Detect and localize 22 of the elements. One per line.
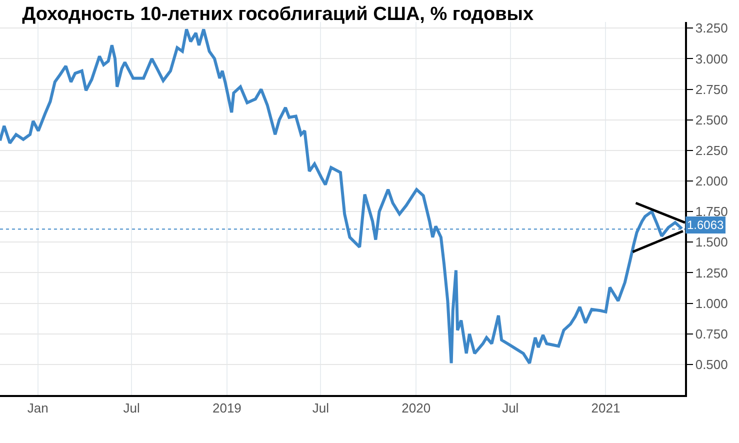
y-tick-label: 1.250 xyxy=(695,265,728,280)
line-series xyxy=(0,28,684,365)
y-tick-label: 3.000 xyxy=(695,51,728,66)
x-tick-label: 2019 xyxy=(212,400,242,416)
y-tick-label: 2.750 xyxy=(695,82,728,97)
chart-title: Доходность 10-летних гособлигаций США, % годовых xyxy=(22,4,534,25)
y-tick-label: 2.250 xyxy=(695,142,728,158)
x-tick-label: 2020 xyxy=(402,400,431,416)
y-tick-label: 1.500 xyxy=(695,234,728,250)
ref-line-label: 1.6063 xyxy=(687,218,724,232)
x-tick-label: Jul xyxy=(312,400,330,416)
y-tick-label: 1.750 xyxy=(695,204,728,220)
y-tick-label: 0.750 xyxy=(695,326,728,342)
y-tick-label: 0.500 xyxy=(695,356,728,372)
y-tick-label: 2.000 xyxy=(695,174,728,189)
x-tick-label: Jan xyxy=(27,400,48,416)
y-tick-label: 2.500 xyxy=(695,112,728,128)
x-tick-label: 2021 xyxy=(591,400,620,416)
x-tick-label: Jul xyxy=(502,400,519,416)
y-tick-label: 3.250 xyxy=(695,20,728,36)
y-tick-label: 1.000 xyxy=(695,296,728,311)
x-tick-label: Jul xyxy=(123,400,140,416)
